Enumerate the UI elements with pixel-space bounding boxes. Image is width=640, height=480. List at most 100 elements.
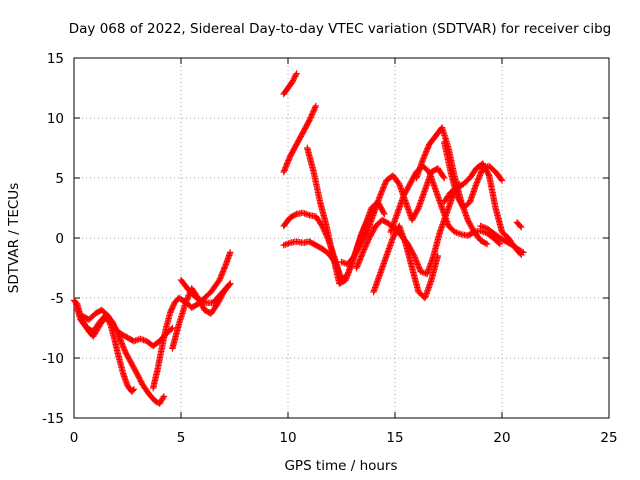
grid-lines bbox=[74, 58, 609, 418]
data-point bbox=[516, 222, 524, 230]
data-point bbox=[307, 114, 314, 121]
data-points bbox=[70, 70, 527, 407]
data-point bbox=[225, 281, 233, 288]
chart-title: Day 068 of 2022, Sidereal Day-to-day VTE… bbox=[69, 21, 612, 37]
series-arc-b13 bbox=[477, 222, 527, 256]
data-point bbox=[135, 374, 143, 381]
y-tick-label: 15 bbox=[47, 51, 64, 67]
data-point bbox=[137, 378, 145, 385]
data-point bbox=[292, 71, 300, 79]
y-tick-label: 0 bbox=[55, 231, 64, 247]
x-tick-label: 10 bbox=[279, 430, 296, 446]
data-point bbox=[308, 112, 315, 120]
data-point bbox=[363, 240, 370, 247]
data-point bbox=[227, 249, 234, 256]
data-point bbox=[380, 209, 387, 216]
series-arc-b8 bbox=[370, 222, 441, 302]
data-point bbox=[136, 375, 143, 382]
data-point bbox=[167, 326, 175, 333]
data-point bbox=[364, 237, 372, 245]
data-point bbox=[160, 393, 168, 400]
data-point bbox=[168, 306, 175, 313]
data-point bbox=[496, 240, 504, 248]
data-point bbox=[291, 74, 298, 81]
x-tick-label: 5 bbox=[177, 430, 186, 446]
data-point bbox=[363, 230, 370, 237]
data-point bbox=[306, 117, 313, 124]
series-arc-a4 bbox=[149, 249, 234, 392]
series-arc-b2 bbox=[280, 102, 320, 176]
data-point bbox=[289, 78, 296, 86]
series-arc-b1 bbox=[280, 70, 300, 98]
data-point bbox=[310, 107, 318, 114]
data-point bbox=[414, 206, 422, 213]
data-point bbox=[312, 102, 320, 110]
data-point bbox=[293, 70, 300, 77]
data-point bbox=[520, 249, 527, 256]
series-arc-a3 bbox=[79, 306, 176, 350]
y-tick-label: -10 bbox=[42, 351, 64, 367]
data-point bbox=[361, 244, 369, 252]
data-point bbox=[485, 171, 492, 178]
y-tick-label: 10 bbox=[47, 111, 64, 127]
data-point bbox=[167, 309, 174, 316]
series-arc-b6 bbox=[338, 165, 448, 268]
data-point bbox=[434, 252, 441, 260]
x-tick-label: 25 bbox=[600, 430, 617, 446]
series-arc-b9 bbox=[387, 162, 504, 248]
data-point bbox=[169, 324, 176, 332]
data-point bbox=[290, 76, 297, 83]
data-point bbox=[292, 211, 299, 218]
data-point bbox=[130, 386, 138, 393]
y-tick-label: 5 bbox=[55, 171, 64, 187]
data-point bbox=[360, 246, 368, 253]
x-tick-label: 20 bbox=[493, 430, 510, 446]
data-point bbox=[498, 177, 506, 184]
data-point bbox=[441, 174, 448, 182]
data-point bbox=[482, 240, 489, 247]
y-tick-labels: 15 10 5 0 -5 -10 -15 bbox=[42, 51, 64, 427]
data-point bbox=[135, 372, 142, 380]
series-arc-b14 bbox=[513, 219, 525, 231]
x-tick-label: 0 bbox=[70, 430, 79, 446]
y-tick-label: -15 bbox=[42, 411, 64, 427]
data-point bbox=[311, 104, 319, 111]
data-point bbox=[360, 247, 367, 255]
data-point bbox=[364, 239, 371, 246]
data-point bbox=[309, 110, 316, 117]
data-point bbox=[495, 239, 502, 246]
data-point bbox=[359, 249, 367, 256]
x-axis-label: GPS time / hours bbox=[284, 458, 397, 474]
data-point bbox=[291, 73, 299, 80]
data-point bbox=[381, 210, 388, 218]
data-point bbox=[159, 394, 167, 402]
data-point bbox=[305, 118, 312, 125]
y-axis-label: SDTVAR / TECUs bbox=[6, 183, 22, 293]
x-tick-label: 15 bbox=[386, 430, 403, 446]
data-point bbox=[483, 240, 491, 248]
axis-ticks bbox=[73, 57, 610, 419]
data-point bbox=[167, 307, 175, 315]
data-point bbox=[362, 242, 370, 249]
data-point bbox=[137, 377, 144, 384]
data-point bbox=[365, 236, 372, 243]
data-point bbox=[362, 243, 369, 250]
data-point bbox=[169, 303, 176, 311]
data-point bbox=[440, 173, 447, 180]
x-tick-labels: 0 5 10 15 20 25 bbox=[70, 430, 618, 446]
data-point bbox=[518, 224, 525, 231]
data-point bbox=[227, 280, 234, 287]
data-point bbox=[308, 111, 316, 118]
data-point bbox=[306, 115, 314, 123]
y-tick-label: -5 bbox=[51, 291, 64, 307]
data-point bbox=[289, 77, 297, 84]
data-point bbox=[310, 108, 317, 115]
data-point bbox=[518, 248, 526, 255]
data-point bbox=[311, 105, 318, 113]
data-point bbox=[497, 176, 505, 183]
data-point bbox=[168, 305, 176, 312]
data-point bbox=[129, 387, 137, 394]
series-arc-a6 bbox=[177, 276, 234, 306]
data-point bbox=[170, 302, 177, 309]
